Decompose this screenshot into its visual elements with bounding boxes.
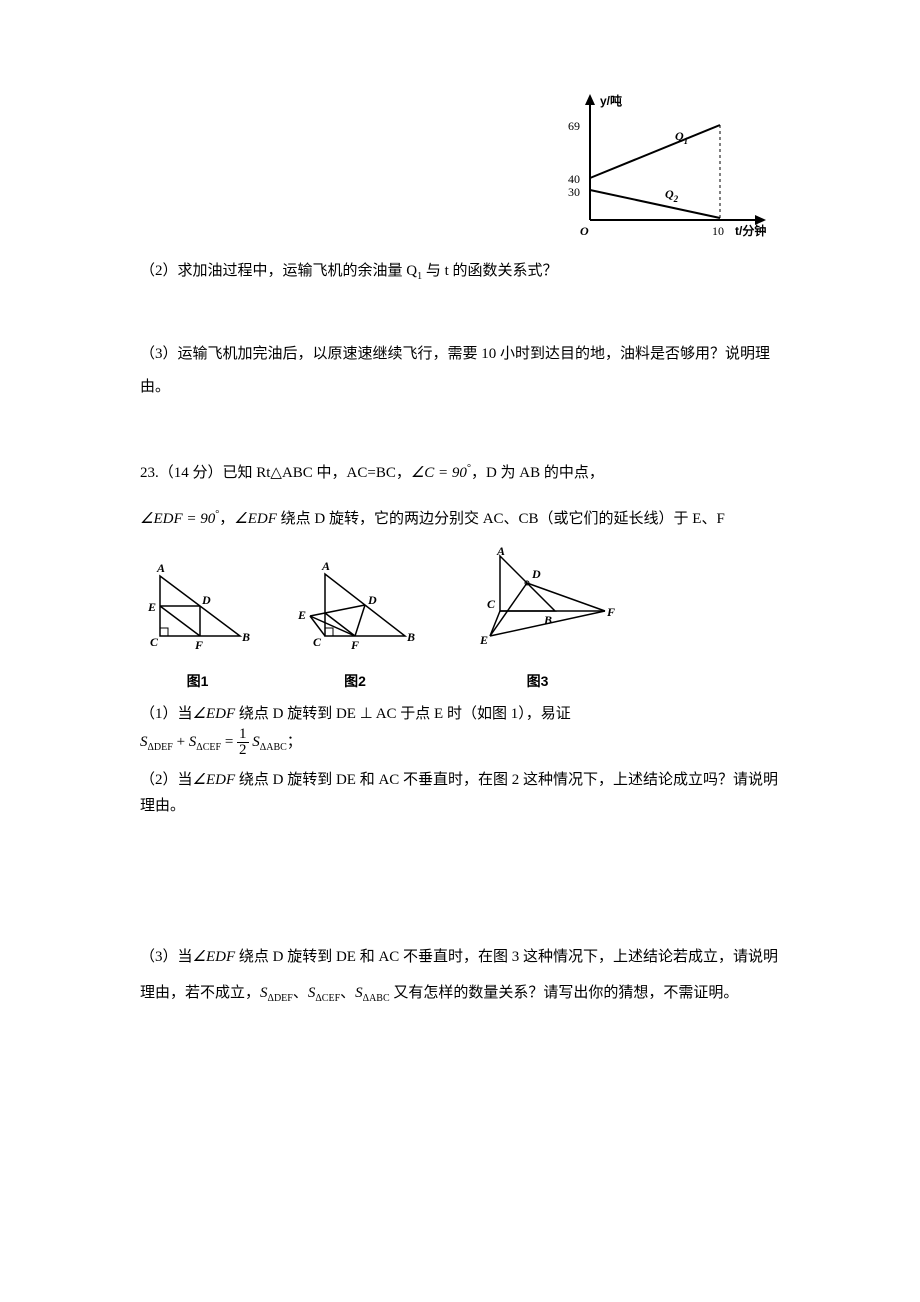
- oil-graph-figure: 69 40 30 O 10 y/吨 t/分钟 Q1 Q2: [140, 90, 780, 245]
- x-axis-label: t/分钟: [735, 223, 766, 238]
- y-tick-30: 30: [568, 185, 580, 199]
- p23-sub1: （1）当∠EDF 绕点 D 旋转到 DE ⊥ AC 于点 E 时（如图 1），易…: [140, 702, 780, 759]
- y-tick-40: 40: [568, 172, 580, 186]
- svg-text:F: F: [194, 638, 203, 651]
- answer-space-2: [140, 298, 780, 338]
- problem-23: 23.（14 分）已知 Rt△ABC 中，AC=BC，∠C = 90°，D 为 …: [140, 454, 780, 1011]
- svg-text:F: F: [350, 638, 359, 651]
- origin-label: O: [580, 224, 589, 238]
- answer-space-23-2: [140, 829, 780, 939]
- svg-text:A: A: [496, 546, 505, 558]
- svg-text:E: E: [479, 633, 488, 647]
- svg-text:F: F: [606, 605, 615, 619]
- fig3-caption: 图3: [455, 666, 620, 697]
- p23-sub2: （2）当∠EDF 绕点 D 旋转到 DE 和 AC 不垂直时，在图 2 这种情况…: [140, 768, 780, 819]
- triangle-diagrams: A E D C F B 图1 A E D C: [140, 546, 780, 697]
- question-2: （2）求加油过程中，运输飞机的余油量 Q1 与 t 的函数关系式？: [140, 255, 780, 288]
- fig2-caption: 图2: [285, 666, 425, 697]
- svg-text:A: A: [321, 559, 330, 573]
- fig1-svg: A E D C F B: [140, 556, 255, 651]
- svg-text:B: B: [241, 630, 250, 644]
- svg-text:D: D: [201, 593, 211, 607]
- question-3: （3）运输飞机加完油后，以原速速继续飞行，需要 10 小时到达目的地，油料是否够…: [140, 338, 780, 404]
- svg-text:E: E: [297, 608, 306, 622]
- svg-text:D: D: [367, 593, 377, 607]
- y-axis-label: y/吨: [600, 93, 622, 108]
- fig2-svg: A E D C F B: [285, 556, 425, 651]
- answer-space-3: [140, 414, 780, 454]
- svg-text:C: C: [487, 597, 496, 611]
- svg-text:C: C: [313, 635, 322, 649]
- svg-text:C: C: [150, 635, 159, 649]
- svg-text:A: A: [156, 561, 165, 575]
- p23-sub3: （3）当∠EDF 绕点 D 旋转到 DE 和 AC 不垂直时，在图 3 这种情况…: [140, 939, 780, 1011]
- x-tick-10: 10: [712, 224, 724, 238]
- svg-text:B: B: [406, 630, 415, 644]
- svg-text:D: D: [531, 567, 541, 581]
- oil-graph-svg: 69 40 30 O 10 y/吨 t/分钟 Q1 Q2: [550, 90, 780, 245]
- y-tick-69: 69: [568, 119, 580, 133]
- fig3-svg: A D C B F E: [455, 546, 620, 651]
- svg-text:E: E: [147, 600, 156, 614]
- svg-text:B: B: [543, 613, 552, 627]
- fig1-caption: 图1: [140, 666, 255, 697]
- svg-text:Q2: Q2: [665, 187, 679, 204]
